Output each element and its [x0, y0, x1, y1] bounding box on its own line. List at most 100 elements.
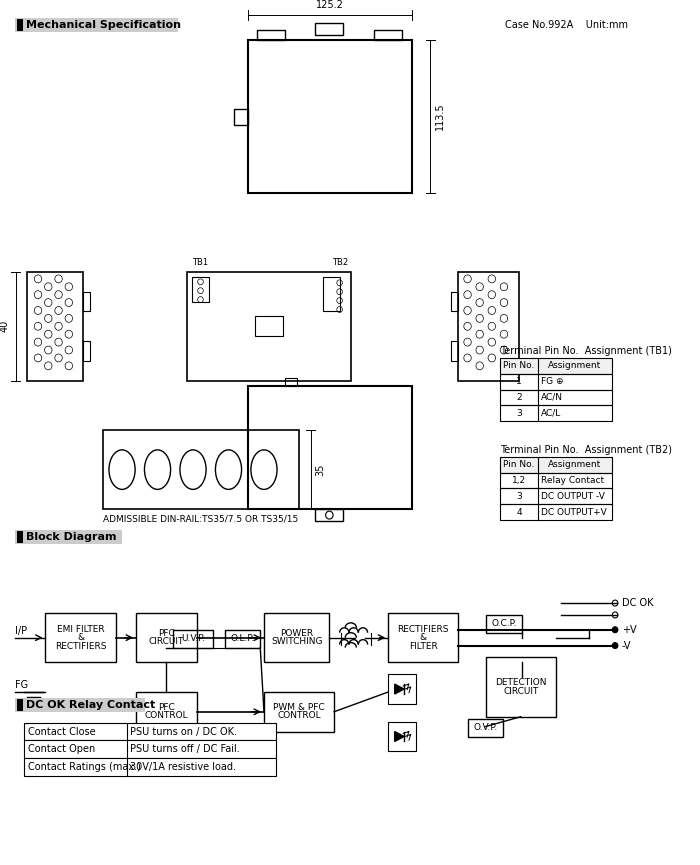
Text: 1,2: 1,2 [512, 476, 526, 485]
Text: EMI FILTER: EMI FILTER [57, 625, 104, 634]
Circle shape [612, 627, 618, 632]
Text: Relay Contact: Relay Contact [541, 476, 604, 485]
Text: Contact Ratings (max.): Contact Ratings (max.) [28, 762, 141, 772]
Bar [389, 613, 459, 663]
Text: 40: 40 [0, 320, 10, 332]
Text: PWM & PFC: PWM & PFC [273, 703, 325, 712]
Text: 4: 4 [516, 508, 522, 516]
Text: CONTROL: CONTROL [277, 712, 321, 721]
Text: Mechanical Specification: Mechanical Specification [26, 20, 181, 29]
Text: Pin No.: Pin No. [503, 460, 535, 469]
Text: PFC: PFC [158, 703, 175, 712]
Bar [17, 19, 23, 31]
Text: &: & [77, 633, 84, 642]
Text: Assignment: Assignment [548, 362, 601, 370]
Bar [389, 674, 416, 704]
Bar [174, 630, 213, 648]
Bar [374, 29, 402, 40]
Bar [500, 489, 612, 504]
Text: DC OUTPUT -V: DC OUTPUT -V [541, 492, 606, 501]
Bar [500, 472, 612, 489]
Text: Contact Open: Contact Open [28, 745, 95, 754]
Bar [315, 22, 343, 35]
Bar [27, 272, 83, 381]
Bar [500, 358, 612, 374]
Bar [17, 699, 23, 711]
Text: U.V.P.: U.V.P. [181, 634, 205, 644]
Text: CIRCUIT: CIRCUIT [503, 687, 539, 695]
Text: PSU turns on / DC OK.: PSU turns on / DC OK. [130, 727, 237, 737]
Text: CONTROL: CONTROL [145, 712, 188, 721]
Text: O.V.P.: O.V.P. [473, 723, 498, 732]
Bar [468, 719, 503, 736]
Text: AC/L: AC/L [541, 409, 561, 418]
Text: DETECTION: DETECTION [496, 678, 547, 688]
Bar [136, 692, 197, 732]
Text: &: & [419, 633, 427, 642]
Bar [248, 40, 412, 193]
Bar [286, 378, 297, 386]
Bar [486, 657, 556, 717]
Text: Contact Close: Contact Close [28, 727, 95, 737]
Text: 1: 1 [516, 377, 522, 386]
Text: +V: +V [622, 625, 636, 635]
Text: RECTIFIERS: RECTIFIERS [398, 625, 449, 634]
Text: RECTIFIERS: RECTIFIERS [55, 642, 106, 650]
Polygon shape [395, 732, 404, 741]
Text: O.C.P.: O.C.P. [491, 619, 517, 628]
Bar [24, 740, 276, 759]
Text: -V: -V [622, 641, 631, 650]
Bar [486, 615, 522, 632]
Text: O.L.P.: O.L.P. [230, 634, 255, 644]
Text: Terminal Pin No.  Assignment (TB1): Terminal Pin No. Assignment (TB1) [500, 346, 672, 356]
Bar [234, 109, 248, 125]
Bar [500, 457, 612, 472]
Bar [15, 698, 146, 712]
Bar [500, 504, 612, 520]
Text: 35: 35 [315, 464, 326, 476]
Text: CIRCUIT: CIRCUIT [148, 638, 184, 646]
Bar [15, 530, 122, 544]
Text: Block Diagram: Block Diagram [26, 532, 116, 541]
Bar [24, 722, 276, 740]
Text: Assignment: Assignment [548, 460, 601, 469]
Text: Pin No.: Pin No. [503, 362, 535, 370]
Text: PSU turns off / DC Fail.: PSU turns off / DC Fail. [130, 745, 240, 754]
Bar [264, 613, 329, 663]
Text: PFC: PFC [158, 629, 175, 638]
Text: DC OK Relay Contact: DC OK Relay Contact [26, 700, 155, 710]
Text: SWITCHING: SWITCHING [271, 638, 323, 646]
Bar [500, 389, 612, 406]
Bar [458, 272, 519, 381]
Text: 3: 3 [516, 492, 522, 501]
Bar [500, 406, 612, 421]
Bar [24, 759, 276, 776]
Bar [323, 277, 339, 311]
Bar [83, 292, 90, 311]
Bar [255, 317, 283, 336]
Text: I/P: I/P [15, 625, 27, 636]
Bar [15, 18, 178, 32]
Bar [389, 721, 416, 752]
Bar [315, 509, 343, 521]
Bar [451, 341, 458, 361]
Text: 3: 3 [516, 409, 522, 418]
Text: ADMISSIBLE DIN-RAIL:TS35/7.5 OR TS35/15: ADMISSIBLE DIN-RAIL:TS35/7.5 OR TS35/15 [104, 515, 299, 523]
Bar [192, 277, 209, 302]
Bar [258, 29, 286, 40]
Text: 30V/1A resistive load.: 30V/1A resistive load. [130, 762, 237, 772]
Bar [188, 272, 351, 381]
Circle shape [612, 643, 618, 649]
Text: POWER: POWER [280, 629, 313, 638]
Text: FG ⊕: FG ⊕ [541, 377, 564, 386]
Text: Case No.992A    Unit:mm: Case No.992A Unit:mm [505, 20, 628, 29]
Bar [104, 430, 300, 509]
Text: DC OUTPUT+V: DC OUTPUT+V [541, 508, 607, 516]
Text: FILTER: FILTER [409, 642, 438, 650]
Bar [136, 613, 197, 663]
Text: 2: 2 [516, 393, 522, 402]
Text: TB1: TB1 [192, 258, 208, 267]
Bar [248, 386, 412, 509]
Bar [451, 292, 458, 311]
Text: 113.5: 113.5 [435, 102, 445, 130]
